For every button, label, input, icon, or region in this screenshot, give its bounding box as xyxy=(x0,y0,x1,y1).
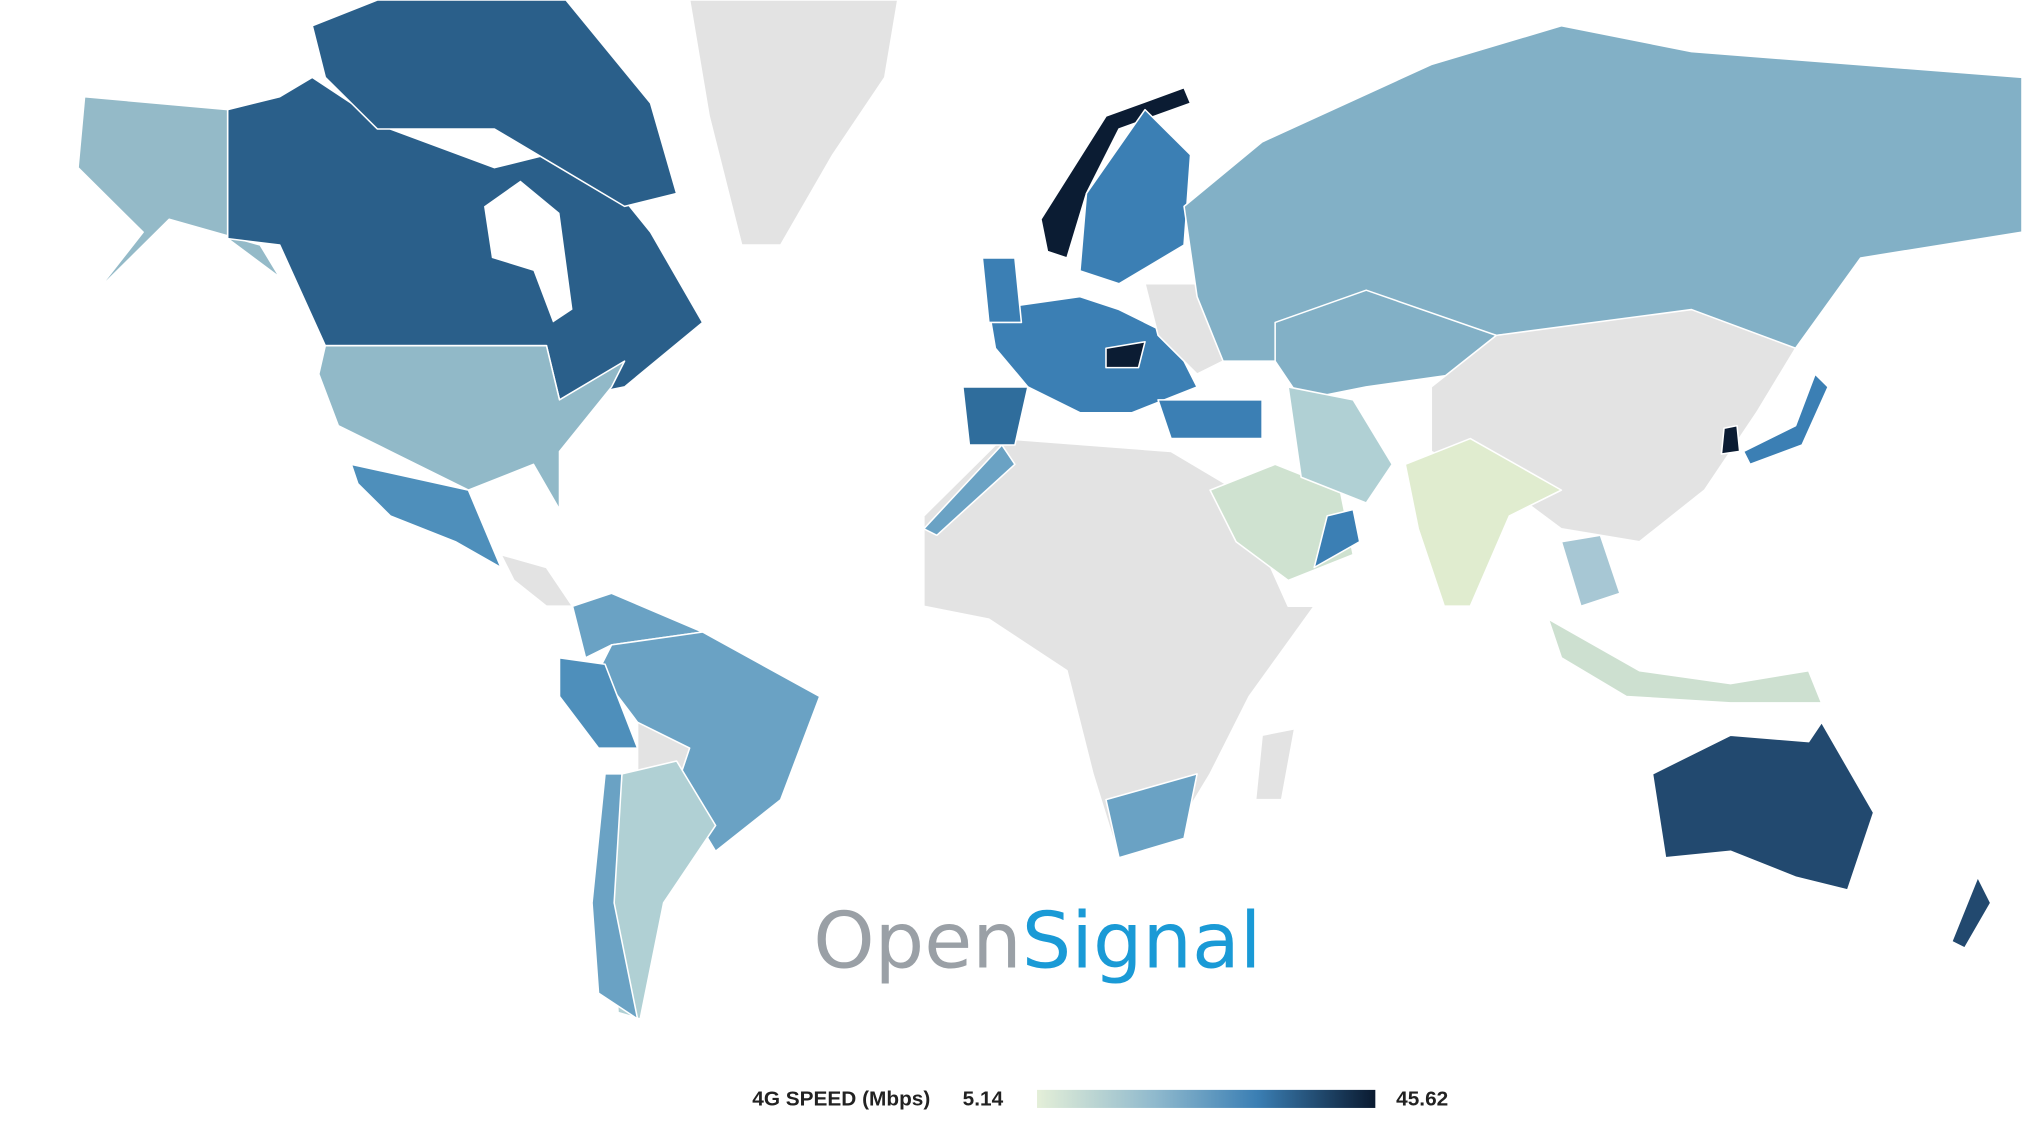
countries xyxy=(77,0,2022,1020)
central-america xyxy=(500,553,574,607)
australia xyxy=(1651,721,1875,891)
japan xyxy=(1742,373,1829,466)
south-africa xyxy=(1105,773,1198,859)
canada-islands xyxy=(311,0,678,208)
chile xyxy=(591,773,639,1020)
india xyxy=(1404,437,1563,607)
thailand xyxy=(1560,534,1621,607)
spain xyxy=(962,386,1029,446)
sweden-finland xyxy=(1079,108,1192,285)
mexico xyxy=(350,463,502,569)
legend-title: 4G SPEED (Mbps) xyxy=(752,1088,930,1111)
legend-gradient xyxy=(1037,1089,1376,1108)
peru xyxy=(558,657,639,749)
morocco xyxy=(923,444,1016,537)
oman xyxy=(1313,508,1361,569)
saudi-arabia xyxy=(1209,463,1354,582)
logo-signal: Signal xyxy=(1022,897,1262,987)
greenland xyxy=(688,0,899,246)
africa xyxy=(923,437,1315,859)
madagascar xyxy=(1254,727,1296,801)
new-zealand xyxy=(1950,876,1992,949)
logo: OpenSignal xyxy=(813,897,1261,987)
legend-max: 45.62 xyxy=(1396,1088,1448,1111)
hudson-bay xyxy=(484,180,573,323)
legend-min: 5.14 xyxy=(963,1088,1004,1111)
legend: 4G SPEED (Mbps) 5.14 45.62 xyxy=(752,1088,1448,1111)
usa xyxy=(318,344,626,511)
iran xyxy=(1287,386,1394,504)
hungary xyxy=(1105,341,1146,369)
logo-open: Open xyxy=(813,897,1022,987)
norway xyxy=(1040,86,1192,259)
south-korea xyxy=(1720,424,1741,455)
turkey xyxy=(1157,399,1263,440)
kazakhstan xyxy=(1274,289,1498,401)
uk xyxy=(981,257,1023,324)
indonesia xyxy=(1547,618,1823,704)
